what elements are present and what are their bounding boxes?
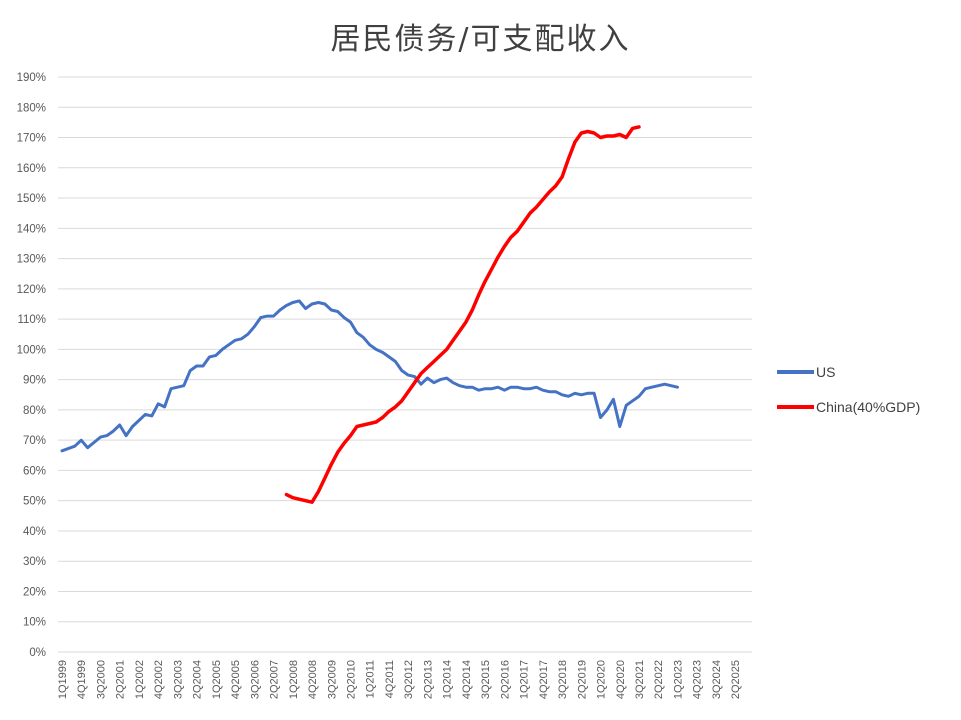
x-tick-label: 4Q2014 (461, 660, 473, 699)
x-tick-label: 4Q2008 (307, 660, 319, 699)
x-tick-label: 1Q2023 (672, 660, 684, 699)
x-tick-label: 3Q2003 (172, 660, 184, 699)
y-tick-label: 30% (23, 556, 46, 568)
legend-label: China(40%GDP) (816, 399, 920, 415)
x-tick-label: 3Q2021 (634, 660, 646, 699)
x-tick-label: 2Q2013 (422, 660, 434, 699)
x-tick-label: 1Q2014 (442, 660, 454, 699)
y-tick-label: 110% (17, 314, 46, 326)
x-tick-label: 1Q2017 (519, 660, 531, 699)
y-tick-label: 90% (23, 375, 46, 387)
y-tick-label: 160% (17, 163, 46, 175)
y-tick-label: 80% (23, 405, 46, 417)
y-tick-label: 40% (23, 526, 46, 538)
y-tick-label: 130% (17, 254, 46, 266)
y-tick-label: 50% (23, 496, 46, 508)
y-tick-label: 190% (17, 72, 46, 84)
series-line-china-40-gdp (284, 125, 641, 504)
y-tick-label: 60% (23, 465, 46, 477)
gridlines (58, 76, 752, 653)
x-tick-label: 4Q2005 (230, 660, 242, 699)
x-tick-label: 1Q2002 (134, 660, 146, 699)
x-tick-label: 2Q2025 (730, 660, 742, 699)
y-tick-label: 0% (29, 647, 46, 659)
x-tick-label: 1Q2011 (365, 660, 377, 698)
y-tick-label: 20% (23, 586, 46, 598)
x-tick-label: 2Q2016 (499, 660, 511, 699)
y-tick-label: 100% (17, 344, 46, 356)
legend: US China(40%GDP) (777, 364, 920, 415)
y-tick-label: 120% (17, 284, 46, 296)
y-tick-label: 150% (17, 193, 46, 205)
y-tick-label: 140% (17, 223, 46, 235)
x-tick-label: 2Q2004 (192, 660, 204, 699)
chart-title: 居民债务/可支配收入 (330, 22, 631, 57)
x-tick-label: 3Q2012 (403, 660, 415, 699)
x-tick-label: 4Q2017 (538, 660, 550, 699)
legend-label: US (816, 364, 835, 380)
x-tick-label: 2Q2001 (115, 660, 127, 699)
y-tick-label: 170% (17, 133, 46, 145)
x-tick-label: 3Q2009 (326, 660, 338, 699)
x-tick-label: 2Q2010 (346, 660, 358, 699)
x-tick-label: 2Q2019 (576, 660, 588, 699)
x-tick-label: 4Q2011 (384, 660, 396, 698)
x-tick-label: 4Q2020 (615, 660, 627, 699)
x-tick-label: 1Q2005 (211, 660, 223, 699)
x-tick-label: 4Q2002 (153, 660, 165, 699)
x-tick-label: 3Q2024 (711, 660, 723, 699)
x-tick-label: 1Q1999 (57, 660, 69, 699)
y-tick-label: 70% (23, 435, 46, 447)
y-tick-label: 180% (17, 102, 46, 114)
x-tick-label: 1Q2020 (596, 660, 608, 699)
x-tick-label: 3Q2000 (95, 660, 107, 699)
x-tick-label: 2Q2022 (653, 660, 665, 699)
x-tick-label: 4Q2023 (692, 660, 704, 699)
x-tick-label: 3Q2006 (249, 660, 261, 699)
y-tick-label: 10% (23, 617, 46, 629)
x-tick-label: 3Q2018 (557, 660, 569, 699)
x-axis-tick-labels: 1Q1999 4Q1999 3Q2000 2Q2001 1Q2002 4Q2002 3Q20… (57, 660, 742, 699)
y-axis-tick-labels: 0% 10% 20% 30% 40% 50% 60% 70% 80% 90% 100% 110% 120… (17, 72, 46, 659)
x-tick-label: 3Q2015 (480, 660, 492, 699)
x-tick-label: 4Q1999 (76, 660, 88, 699)
series-line-us (60, 299, 679, 453)
series-lines (60, 125, 679, 504)
x-tick-label: 1Q2008 (288, 660, 300, 699)
x-tick-label: 2Q2007 (269, 660, 281, 699)
